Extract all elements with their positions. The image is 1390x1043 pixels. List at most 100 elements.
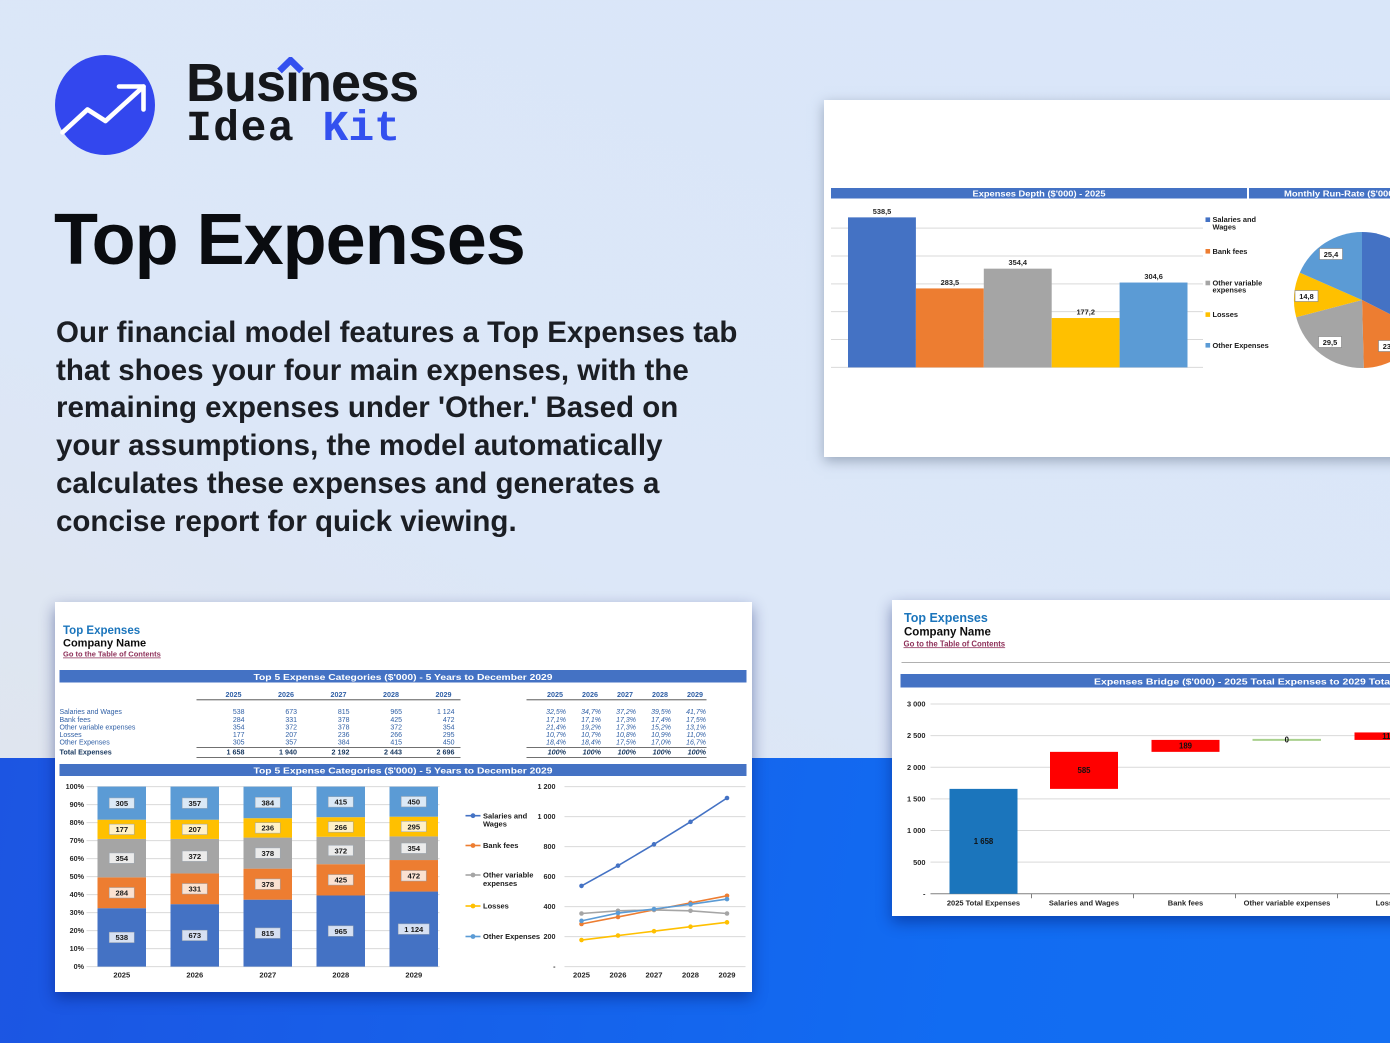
svg-text:538: 538	[115, 933, 128, 942]
svg-text:100%: 100%	[66, 782, 85, 791]
svg-text:Expenses Depth ($'000) - 2025: Expenses Depth ($'000) - 2025	[973, 190, 1107, 199]
svg-text:2028: 2028	[383, 690, 399, 699]
svg-text:472: 472	[443, 717, 455, 724]
svg-text:17,5%: 17,5%	[616, 740, 636, 747]
svg-text:Losses: Losses	[1213, 310, 1238, 319]
svg-text:17,0%: 17,0%	[651, 740, 671, 747]
svg-text:100%: 100%	[688, 748, 707, 757]
svg-text:2027: 2027	[259, 971, 276, 980]
svg-text:2028: 2028	[332, 971, 349, 980]
svg-text:16,7%: 16,7%	[686, 740, 706, 747]
svg-text:354: 354	[115, 854, 128, 863]
svg-text:177: 177	[115, 825, 128, 834]
svg-text:Top Expenses: Top Expenses	[904, 611, 988, 625]
svg-text:673: 673	[188, 931, 201, 940]
svg-text:354: 354	[443, 724, 455, 731]
svg-text:10,9%: 10,9%	[651, 732, 671, 739]
svg-text:378: 378	[261, 849, 274, 858]
svg-text:3 000: 3 000	[907, 700, 926, 709]
svg-text:Salaries and Wages: Salaries and Wages	[60, 709, 123, 716]
svg-text:372: 372	[285, 724, 297, 731]
svg-text:207: 207	[188, 825, 201, 834]
svg-text:2026: 2026	[278, 690, 294, 699]
svg-text:Other variable expenses: Other variable expenses	[60, 724, 136, 731]
svg-text:17,1%: 17,1%	[581, 717, 601, 724]
svg-text:266: 266	[334, 823, 347, 832]
svg-text:17,1%: 17,1%	[546, 717, 566, 724]
svg-text:Top 5 Expense Categories ($'00: Top 5 Expense Categories ($'000) - 5 Yea…	[254, 672, 553, 682]
svg-text:1 200: 1 200	[538, 782, 556, 791]
svg-text:1 000: 1 000	[538, 812, 556, 821]
svg-text:18,4%: 18,4%	[581, 740, 601, 747]
svg-text:2028: 2028	[682, 971, 699, 980]
svg-text:2 192: 2 192	[332, 748, 350, 757]
svg-text:2027: 2027	[617, 690, 633, 699]
svg-text:Go to the Table of Contents: Go to the Table of Contents	[904, 639, 1006, 648]
svg-text:20%: 20%	[70, 926, 85, 935]
svg-text:10%: 10%	[70, 944, 85, 953]
svg-text:19,2%: 19,2%	[581, 724, 601, 731]
svg-text:1 940: 1 940	[279, 748, 297, 757]
svg-text:331: 331	[285, 717, 297, 724]
svg-text:500: 500	[913, 858, 925, 867]
svg-text:Monthly Run-Rate ($'000) - 202: Monthly Run-Rate ($'000) - 2025	[1284, 190, 1390, 199]
svg-text:266: 266	[390, 732, 402, 739]
svg-text:236: 236	[338, 732, 350, 739]
svg-text:378: 378	[338, 717, 350, 724]
svg-text:Top Expenses: Top Expenses	[63, 625, 140, 637]
svg-text:118: 118	[1382, 732, 1390, 741]
svg-text:305: 305	[115, 799, 128, 808]
svg-text:17,3%: 17,3%	[616, 717, 636, 724]
svg-text:Total Expenses: Total Expenses	[60, 748, 112, 757]
svg-text:2 500: 2 500	[907, 731, 926, 740]
svg-text:Wages: Wages	[483, 820, 507, 829]
svg-text:305: 305	[233, 740, 245, 747]
svg-text:400: 400	[544, 902, 556, 911]
svg-text:100%: 100%	[618, 748, 637, 757]
svg-text:1 124: 1 124	[437, 709, 455, 716]
svg-text:14,8: 14,8	[1299, 292, 1313, 301]
svg-text:Company Name: Company Name	[904, 627, 991, 639]
svg-text:18,4%: 18,4%	[546, 740, 566, 747]
svg-text:Other Expenses: Other Expenses	[1213, 341, 1269, 350]
svg-text:472: 472	[407, 872, 420, 881]
svg-text:Go to the Table of Contents: Go to the Table of Contents	[63, 650, 161, 659]
svg-text:2029: 2029	[719, 971, 736, 980]
svg-text:189: 189	[1179, 742, 1193, 751]
svg-text:450: 450	[407, 797, 420, 806]
svg-text:2027: 2027	[646, 971, 663, 980]
svg-text:538,5: 538,5	[873, 207, 892, 216]
svg-text:37,2%: 37,2%	[616, 709, 636, 716]
svg-text:2026: 2026	[186, 971, 203, 980]
svg-text:2025 Total Expenses: 2025 Total Expenses	[947, 899, 1020, 908]
svg-text:Salaries and: Salaries and	[1213, 215, 1257, 224]
svg-text:17,4%: 17,4%	[651, 717, 671, 724]
svg-text:2028: 2028	[652, 690, 668, 699]
svg-text:236: 236	[261, 824, 274, 833]
svg-text:372: 372	[390, 724, 402, 731]
svg-text:70%: 70%	[70, 836, 85, 845]
svg-text:384: 384	[261, 798, 274, 807]
svg-text:10,7%: 10,7%	[546, 732, 566, 739]
svg-text:23,6: 23,6	[1383, 342, 1390, 351]
svg-text:40%: 40%	[70, 890, 85, 899]
svg-text:600: 600	[544, 872, 556, 881]
svg-text:2025: 2025	[113, 971, 131, 980]
svg-text:2025: 2025	[547, 690, 563, 699]
svg-text:378: 378	[338, 724, 350, 731]
svg-text:Losses: Losses	[1376, 899, 1390, 908]
svg-text:2029: 2029	[687, 690, 703, 699]
svg-text:415: 415	[334, 798, 347, 807]
svg-text:354: 354	[233, 724, 245, 731]
svg-text:-: -	[923, 889, 926, 898]
svg-text:17,3%: 17,3%	[616, 724, 636, 731]
svg-text:29,5: 29,5	[1323, 338, 1337, 347]
svg-text:2026: 2026	[610, 971, 627, 980]
svg-text:384: 384	[338, 740, 350, 747]
svg-text:673: 673	[285, 709, 297, 716]
svg-text:1 658: 1 658	[974, 837, 994, 846]
svg-text:283,5: 283,5	[941, 278, 960, 287]
svg-text:Other variable expenses: Other variable expenses	[1244, 899, 1331, 908]
svg-text:50%: 50%	[70, 872, 85, 881]
svg-text:Bank fees: Bank fees	[483, 841, 518, 850]
